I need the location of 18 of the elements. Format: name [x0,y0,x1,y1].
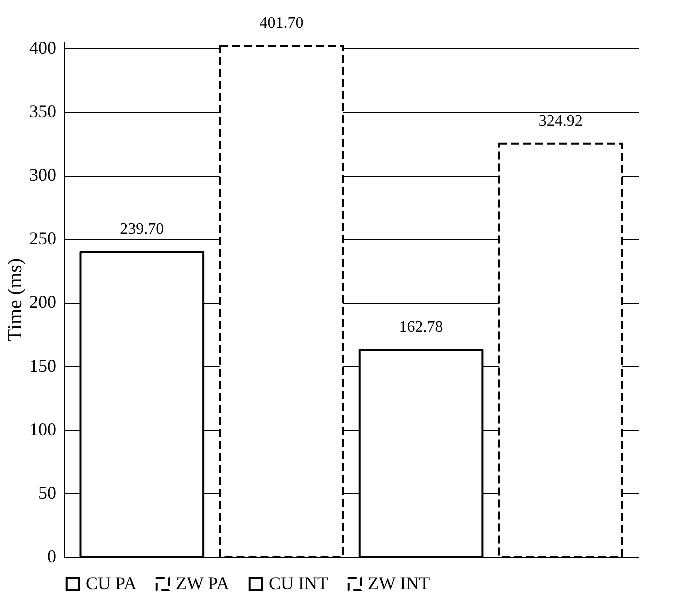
y-tick-label: 200 [30,292,56,312]
y-tick-label: 400 [30,38,56,58]
legend-label: ZW PA [176,573,230,594]
data-label: 162.78 [399,319,444,336]
data-label: 324.92 [538,112,583,130]
data-label: 239.70 [120,221,164,238]
y-tick-label: 300 [30,165,56,186]
legend-label: ZW INT [368,573,430,594]
legend-label: CU PA [86,573,137,594]
y-tick-label: 350 [30,101,56,122]
y-tick-label: 250 [30,228,56,249]
data-label: 401.70 [260,15,304,32]
legend-label: CU INT [269,573,328,594]
y-tick-label: 150 [30,356,56,376]
y-axis-title: Time (ms) [4,258,26,342]
y-tick-label: 0 [48,546,56,566]
y-tick-label: 100 [30,419,56,440]
y-tick-label: 50 [38,482,56,503]
